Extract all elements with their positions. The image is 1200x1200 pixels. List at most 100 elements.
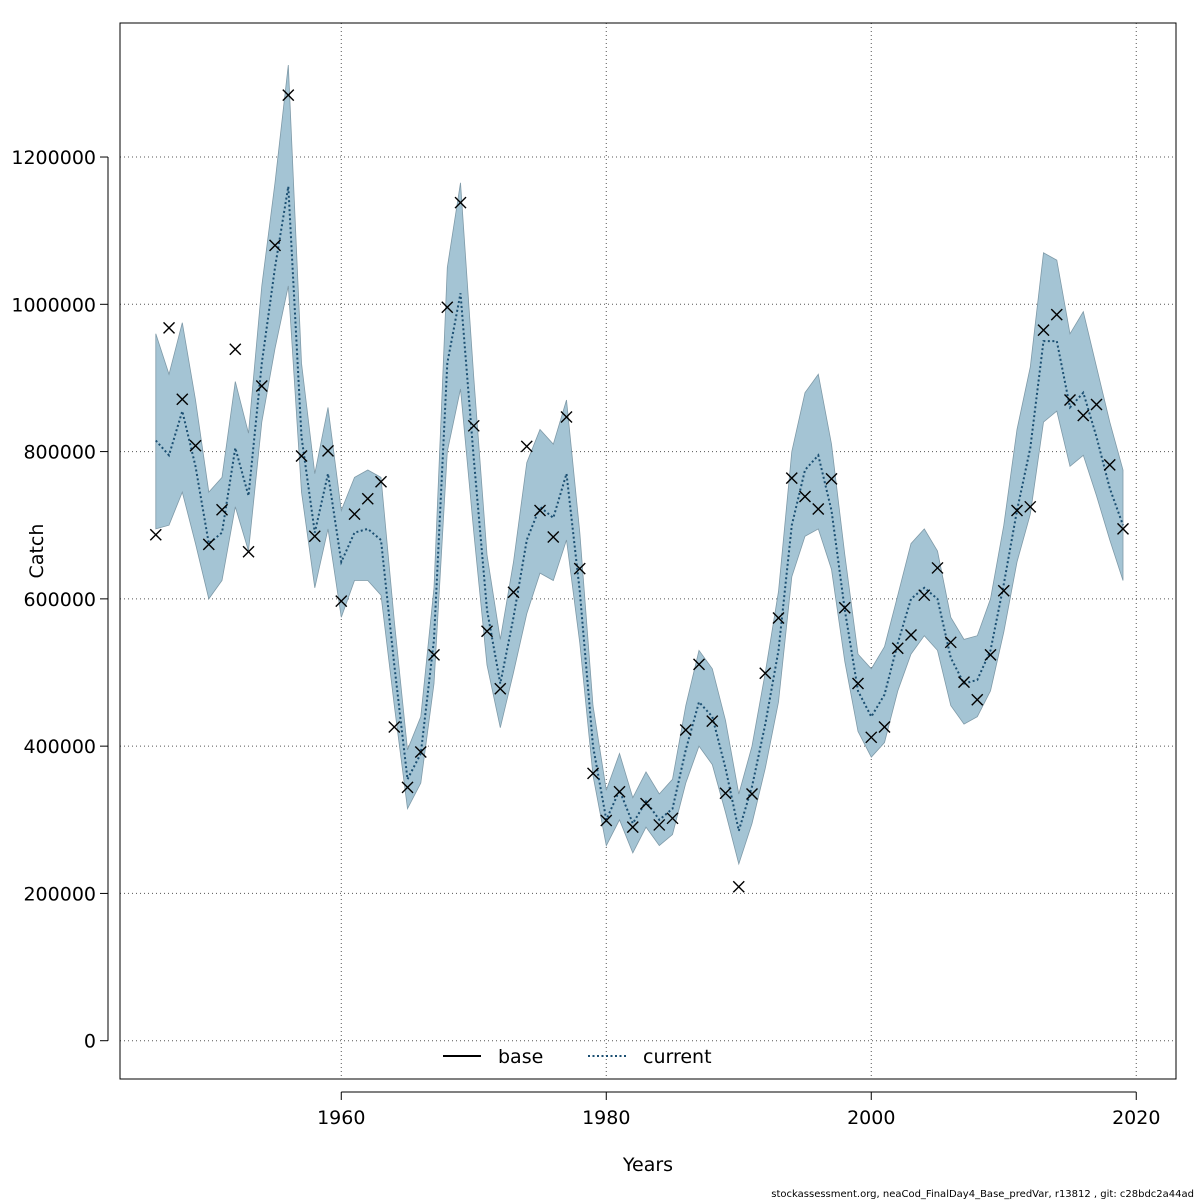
x-tick-label: 1960 (317, 1107, 365, 1129)
observation-point (242, 545, 255, 558)
observation-stroke (1024, 500, 1037, 513)
observation-point (547, 531, 560, 544)
observation-point (931, 561, 944, 574)
observation-point (706, 715, 719, 728)
observation-stroke (269, 239, 282, 252)
observation-stroke (1050, 308, 1063, 321)
observation-point (441, 301, 454, 314)
observation-stroke (878, 721, 891, 733)
observation-stroke (984, 648, 997, 661)
observation-point (414, 746, 427, 759)
observation-point (573, 562, 586, 575)
observation-point (229, 343, 242, 356)
observation-point (732, 880, 745, 893)
observation-point (666, 812, 679, 825)
observation-stroke (361, 492, 374, 505)
observation-point (1103, 458, 1116, 471)
observation-stroke (865, 731, 878, 744)
y-tick-label: 0 (84, 1031, 96, 1053)
observation-point (282, 89, 295, 102)
observation-point (216, 503, 229, 516)
observation-point (746, 788, 759, 801)
observation-stroke (163, 321, 176, 334)
observation-stroke (441, 301, 454, 314)
observation-point (1064, 394, 1076, 407)
legend-current-label: current (643, 1046, 712, 1068)
observation-stroke (626, 821, 639, 834)
observation-stroke (931, 561, 944, 574)
observation-stroke (838, 601, 851, 614)
observation-point (295, 450, 308, 462)
observation-point (812, 503, 825, 516)
observation-stroke (414, 746, 427, 759)
observation-stroke (825, 472, 838, 485)
x-axis: 1960 1980 2000 2020 (317, 1091, 1160, 1129)
observation-point (719, 787, 732, 800)
observation-stroke (189, 439, 202, 452)
observation-point (1037, 324, 1050, 337)
observation-point (759, 667, 772, 680)
observation-stroke (746, 788, 759, 801)
y-axis: 0 200000 400000 600000 800000 1000000 1200000 (11, 147, 109, 1053)
observation-stroke (958, 676, 970, 689)
observation-stroke (295, 450, 308, 462)
observation-stroke (255, 380, 268, 393)
observation-stroke (613, 785, 626, 798)
observation-point (971, 693, 984, 706)
plot-frame (119, 22, 1177, 1080)
observation-point (626, 821, 639, 834)
x-tick-label: 1980 (582, 1107, 630, 1129)
x-tick-label: 2020 (1112, 1107, 1160, 1129)
observation-stroke (600, 814, 613, 827)
observation-stroke (308, 530, 321, 543)
observation-point (878, 721, 891, 733)
observation-stroke (719, 787, 732, 800)
observation-point (428, 648, 441, 661)
observation-point (202, 538, 215, 551)
observation-stroke (216, 503, 229, 516)
observation-point (1011, 504, 1023, 517)
observation-stroke (335, 595, 348, 608)
observation-stroke (1037, 324, 1050, 337)
observation-stroke (322, 444, 335, 457)
observation-stroke (1011, 504, 1023, 517)
observation-point (918, 589, 931, 602)
y-tick-label: 800000 (23, 442, 96, 464)
observation-point (852, 677, 865, 690)
observation-point (944, 636, 957, 649)
observation-point (388, 721, 401, 733)
observation-point (481, 625, 494, 638)
observation-markers (149, 89, 1129, 893)
y-tick-label: 600000 (23, 589, 96, 611)
observation-stroke (507, 586, 520, 599)
observation-point (1050, 308, 1063, 321)
observation-stroke (348, 508, 361, 521)
observation-point (891, 642, 904, 655)
observation-point (1117, 522, 1129, 535)
observation-stroke (520, 440, 533, 453)
observation-point (149, 528, 162, 541)
y-tick-label: 200000 (23, 883, 96, 905)
observation-stroke (534, 504, 547, 517)
observation-stroke (653, 818, 666, 831)
observation-point (401, 781, 414, 794)
observation-point (1090, 398, 1103, 411)
observation-stroke (905, 628, 918, 641)
observation-point (308, 530, 321, 543)
observation-stroke (852, 677, 865, 690)
x-axis-title: Years (622, 1154, 673, 1176)
observation-stroke (587, 767, 600, 780)
observation-point (905, 628, 918, 641)
observation-stroke (481, 625, 494, 638)
observation-point (587, 767, 600, 780)
observation-point (269, 239, 282, 252)
observation-point (679, 723, 692, 736)
observation-point (799, 490, 812, 503)
observation-point (520, 440, 533, 453)
observation-point (1077, 409, 1090, 422)
observation-stroke (1103, 458, 1116, 471)
observation-stroke (997, 584, 1010, 597)
observation-point (507, 586, 520, 599)
